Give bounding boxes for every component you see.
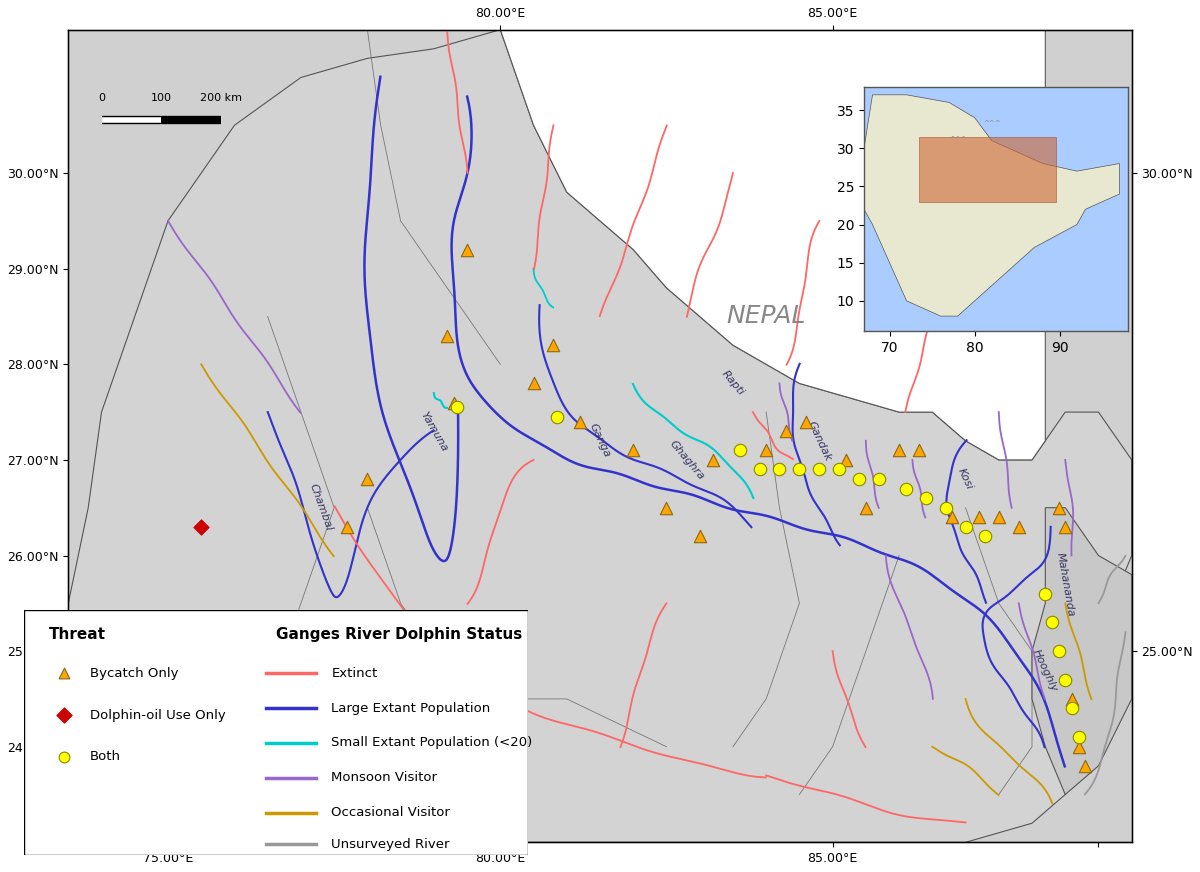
Text: Ghaghra: Ghaghra — [667, 439, 706, 481]
Text: Kosi: Kosi — [956, 467, 974, 491]
Text: NEPAL: NEPAL — [726, 304, 806, 329]
Point — [570, 415, 589, 429]
Text: ^^^: ^^^ — [983, 120, 1001, 126]
Text: Small Extant Population (<20): Small Extant Population (<20) — [331, 737, 533, 749]
Text: ^^^: ^^^ — [949, 136, 966, 141]
Point — [810, 462, 829, 476]
Text: Occasional Visitor: Occasional Visitor — [331, 807, 450, 819]
Point — [910, 443, 929, 457]
Point — [836, 453, 856, 467]
Polygon shape — [500, 30, 1045, 460]
Point — [192, 520, 211, 534]
Point — [770, 462, 790, 476]
Text: Dolphin-oil Use Only: Dolphin-oil Use Only — [90, 709, 226, 721]
Text: Threat: Threat — [49, 627, 107, 643]
Text: Hooghly: Hooghly — [1031, 647, 1060, 693]
Point — [703, 453, 722, 467]
Point — [547, 410, 566, 424]
Point — [1049, 644, 1068, 658]
Point — [1056, 520, 1075, 534]
Text: 0: 0 — [98, 93, 106, 104]
Point — [358, 472, 377, 486]
Polygon shape — [856, 95, 1120, 316]
Point — [1069, 730, 1088, 744]
Point — [870, 472, 889, 486]
Text: Extinct: Extinct — [331, 667, 378, 679]
Text: Monsoon Visitor: Monsoon Visitor — [331, 772, 438, 784]
Point — [656, 501, 676, 514]
Point — [790, 462, 809, 476]
Point — [936, 501, 955, 514]
Point — [850, 472, 869, 486]
Point — [970, 510, 989, 524]
Point — [756, 443, 775, 457]
Text: INDIA: INDIA — [432, 658, 502, 682]
Text: Unsurveyed River: Unsurveyed River — [331, 838, 450, 850]
Point — [976, 529, 995, 543]
Polygon shape — [1032, 508, 1132, 794]
Text: Rapti: Rapti — [720, 369, 746, 398]
Point — [943, 510, 962, 524]
Text: 200 km: 200 km — [200, 93, 242, 104]
Point — [829, 462, 848, 476]
Polygon shape — [68, 30, 1132, 842]
Text: Both: Both — [90, 751, 120, 763]
Point — [1036, 587, 1055, 601]
Text: Chambal: Chambal — [307, 483, 334, 533]
Polygon shape — [919, 137, 1056, 201]
Text: Bycatch Only: Bycatch Only — [90, 667, 178, 679]
Text: 100: 100 — [151, 93, 172, 104]
Point — [338, 520, 358, 534]
Text: Large Extant Population: Large Extant Population — [331, 702, 491, 714]
Point — [1009, 520, 1028, 534]
Text: Mahananda: Mahananda — [1055, 551, 1076, 617]
Point — [916, 491, 935, 505]
Point — [690, 529, 709, 543]
Point — [448, 400, 467, 414]
Text: Yamuna: Yamuna — [419, 410, 449, 453]
Point — [730, 443, 749, 457]
Text: Gandak: Gandak — [805, 419, 833, 462]
Text: Ganga: Ganga — [588, 422, 612, 460]
Point — [989, 510, 1008, 524]
Point — [55, 666, 74, 680]
Point — [1062, 701, 1081, 715]
Point — [889, 443, 908, 457]
Point — [1069, 739, 1088, 753]
Point — [776, 425, 796, 439]
Text: Ganges River Dolphin Status: Ganges River Dolphin Status — [276, 627, 522, 643]
Point — [857, 501, 876, 514]
Point — [896, 481, 916, 495]
Point — [1049, 501, 1068, 514]
Point — [1062, 692, 1081, 706]
FancyBboxPatch shape — [24, 610, 528, 855]
Point — [624, 443, 643, 457]
Point — [524, 377, 544, 391]
Point — [55, 750, 74, 764]
Point — [1043, 616, 1062, 630]
Point — [797, 415, 816, 429]
Point — [1075, 759, 1094, 773]
Point — [1056, 673, 1075, 687]
Point — [544, 338, 563, 352]
Point — [55, 708, 74, 722]
Point — [457, 242, 476, 256]
Point — [750, 462, 769, 476]
Point — [956, 520, 976, 534]
Point — [444, 396, 463, 410]
Point — [438, 329, 457, 343]
